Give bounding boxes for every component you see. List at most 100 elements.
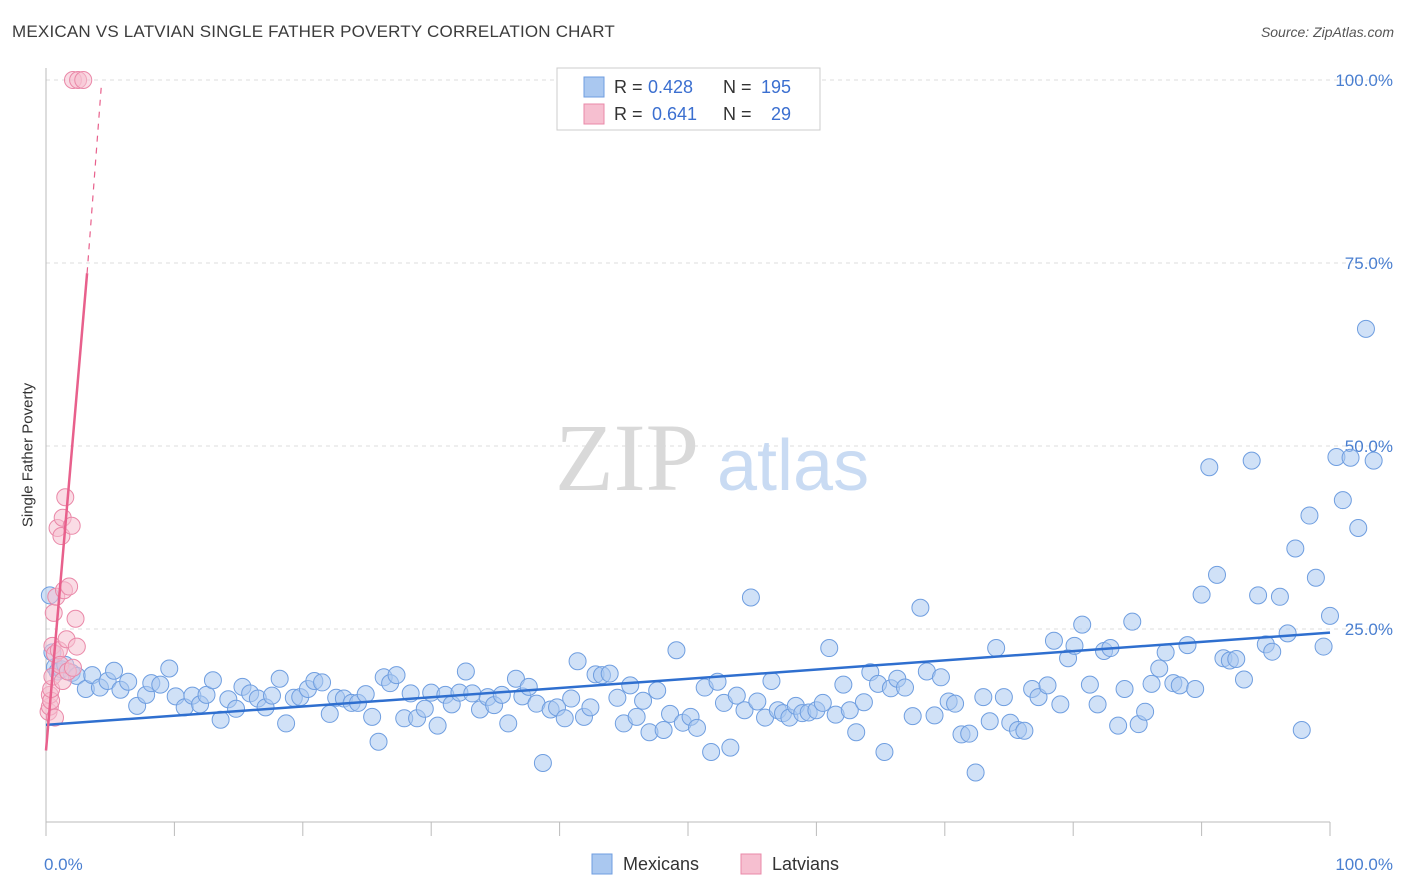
point-mexicans-33: [262, 686, 281, 705]
point-mexicans-192: [1364, 451, 1383, 470]
series-legend: Mexicans Latvians: [591, 853, 839, 875]
point-latvians-7: [44, 603, 63, 622]
point-mexicans-138: [980, 712, 999, 731]
point-mexicans-140: [994, 688, 1013, 707]
legend-r-value-latvians: 0.641: [652, 104, 697, 124]
point-mexicans-130: [925, 706, 944, 725]
point-mexicans-182: [1292, 721, 1311, 740]
point-mexicans-139: [987, 639, 1006, 658]
point-mexicans-86: [627, 707, 646, 726]
point-mexicans-167: [1186, 680, 1205, 699]
y-tick-label-2: 75.0%: [1345, 254, 1393, 273]
y-tick-label-3: 100.0%: [1335, 71, 1393, 90]
point-mexicans-128: [911, 598, 930, 617]
point-mexicans-166: [1178, 636, 1197, 655]
point-mexicans-148: [1051, 695, 1070, 714]
point-mexicans-14: [119, 672, 138, 691]
point-mexicans-189: [1341, 448, 1360, 467]
watermark: ZIP atlas: [555, 404, 869, 511]
point-mexicans-131: [931, 668, 950, 687]
point-mexicans-95: [687, 718, 706, 737]
legend-r-label-latvians: R =: [614, 104, 643, 124]
point-mexicans-47: [363, 707, 382, 726]
point-latvians-18: [56, 488, 75, 507]
point-mexicans-25: [203, 671, 222, 690]
point-mexicans-97: [702, 742, 721, 761]
y-tick-label-0: 25.0%: [1345, 620, 1393, 639]
point-mexicans-91: [661, 704, 680, 723]
source-credit: Source: ZipAtlas.com: [1260, 24, 1394, 40]
point-mexicans-179: [1270, 587, 1289, 606]
point-mexicans-161: [1142, 674, 1161, 693]
point-mexicans-76: [562, 689, 581, 708]
point-mexicans-190: [1349, 518, 1368, 537]
point-mexicans-184: [1306, 568, 1325, 587]
point-mexicans-168: [1192, 585, 1211, 604]
tick-labels: 25.0% 50.0% 75.0% 100.0% 0.0% 100.0%: [44, 71, 1393, 874]
stats-legend: R = 0.428 N = 195 R = 0.641 N = 29: [556, 67, 821, 131]
point-mexicans-85: [621, 676, 640, 695]
point-mexicans-180: [1278, 624, 1297, 643]
y-tick-label-1: 50.0%: [1345, 437, 1393, 456]
point-mexicans-181: [1286, 539, 1305, 558]
point-mexicans-137: [974, 688, 993, 707]
legend-n-label-mexicans: N =: [723, 77, 752, 97]
point-mexicans-143: [1015, 721, 1034, 740]
legend-r-label-mexicans: R =: [614, 77, 643, 97]
point-mexicans-57: [428, 716, 447, 735]
point-mexicans-114: [813, 693, 832, 712]
trend-line-latvians-extension: [86, 87, 102, 274]
point-mexicans-92: [667, 641, 686, 660]
point-mexicans-101: [727, 686, 746, 705]
legend-n-label-latvians: N =: [723, 104, 752, 124]
point-mexicans-90: [654, 721, 673, 740]
point-latvians-21: [60, 577, 79, 596]
trend-line-latvians: [44, 273, 89, 751]
point-latvians-24: [66, 609, 85, 628]
x-tick-label-1: 100.0%: [1335, 855, 1393, 874]
point-mexicans-147: [1044, 631, 1063, 650]
point-mexicans-55: [415, 699, 434, 718]
point-mexicans-100: [721, 738, 740, 757]
point-mexicans-160: [1136, 702, 1155, 721]
point-mexicans-12: [105, 661, 124, 680]
point-mexicans-115: [820, 639, 839, 658]
point-mexicans-173: [1227, 650, 1246, 669]
point-mexicans-163: [1156, 643, 1175, 662]
point-mexicans-133: [946, 694, 965, 713]
point-mexicans-75: [555, 709, 574, 728]
point-latvians-9: [45, 708, 64, 727]
point-mexicans-126: [895, 678, 914, 697]
point-mexicans-119: [847, 723, 866, 742]
chart-title: MEXICAN VS LATVIAN SINGLE FATHER POVERTY…: [12, 22, 615, 41]
data-points: [39, 71, 1383, 782]
point-mexicans-18: [151, 675, 170, 694]
point-mexicans-68: [506, 669, 525, 688]
series-legend-swatch-latvians: [740, 853, 762, 875]
point-mexicans-157: [1115, 680, 1134, 699]
point-mexicans-158: [1123, 612, 1142, 631]
point-mexicans-151: [1073, 615, 1092, 634]
point-mexicans-87: [634, 691, 653, 710]
point-latvians-23: [63, 658, 82, 677]
point-mexicans-186: [1321, 606, 1339, 625]
point-mexicans-146: [1038, 676, 1057, 695]
x-tick-label-0: 0.0%: [44, 855, 83, 874]
point-mexicans-41: [320, 704, 339, 723]
point-latvians-25: [67, 637, 86, 656]
point-mexicans-89: [648, 681, 667, 700]
point-mexicans-51: [387, 666, 406, 685]
legend-n-value-latvians: 29: [771, 104, 791, 124]
point-mexicans-188: [1333, 491, 1352, 510]
point-mexicans-183: [1300, 506, 1319, 525]
point-mexicans-185: [1314, 637, 1333, 656]
point-mexicans-70: [519, 677, 538, 696]
point-mexicans-19: [160, 659, 179, 678]
point-mexicans-48: [369, 732, 388, 751]
watermark-zip: ZIP: [555, 404, 699, 511]
point-mexicans-61: [456, 662, 475, 681]
point-mexicans-83: [608, 688, 627, 707]
point-mexicans-67: [499, 714, 518, 733]
legend-r-value-mexicans: 0.428: [648, 77, 693, 97]
point-mexicans-34: [270, 669, 289, 688]
